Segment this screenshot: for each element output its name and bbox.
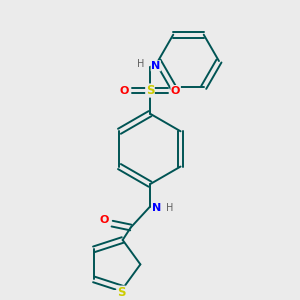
Text: S: S (146, 84, 154, 97)
Text: O: O (120, 85, 129, 95)
Text: N: N (152, 203, 161, 213)
Text: H: H (137, 59, 144, 69)
Text: H: H (166, 203, 173, 213)
Text: O: O (99, 215, 109, 225)
Text: S: S (117, 286, 125, 299)
Text: N: N (151, 61, 160, 71)
Text: O: O (171, 85, 180, 95)
